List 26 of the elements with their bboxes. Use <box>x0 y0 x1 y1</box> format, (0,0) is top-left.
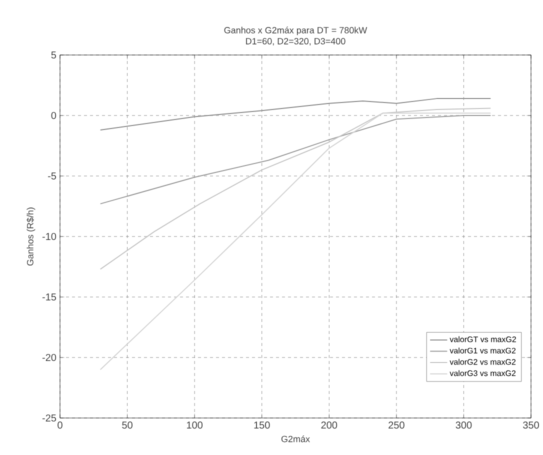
x-tick-label: 200 <box>321 422 338 429</box>
x-axis-title: G2máx <box>281 435 310 442</box>
legend-label: valorGT vs maxG2 <box>450 336 516 342</box>
x-tick-label: 350 <box>523 422 539 429</box>
y-tick-label: 5 <box>51 52 56 58</box>
legend-label: valorG3 vs maxG2 <box>450 370 516 376</box>
y-tick-label: -15 <box>42 294 56 300</box>
x-tick-label: 0 <box>58 422 62 429</box>
line-series <box>100 115 492 204</box>
x-tick-label: 50 <box>122 422 132 429</box>
legend-label: valorG2 vs maxG2 <box>450 358 516 365</box>
y-axis-title: Ganhos (R$/h) <box>26 208 36 266</box>
y-tick-label: -25 <box>42 414 56 422</box>
chart-subtitle: D1=60, D2=320, D3=400 <box>246 38 346 46</box>
y-tick-label: -5 <box>48 172 56 180</box>
chart-title: Ganhos x G2máx para DT = 780kW <box>224 26 368 36</box>
x-tick-label: 100 <box>187 422 203 429</box>
x-tick-label: 300 <box>456 422 472 429</box>
y-tick-label: 0 <box>51 112 56 120</box>
line-series <box>100 108 492 270</box>
legend-label: valorG1 vs maxG2 <box>450 348 516 354</box>
x-tick-label: 250 <box>388 422 404 429</box>
y-tick-label: -20 <box>42 354 56 362</box>
y-tick-label: -10 <box>42 232 56 240</box>
x-tick-label: 150 <box>254 422 270 429</box>
line-series <box>100 98 492 131</box>
